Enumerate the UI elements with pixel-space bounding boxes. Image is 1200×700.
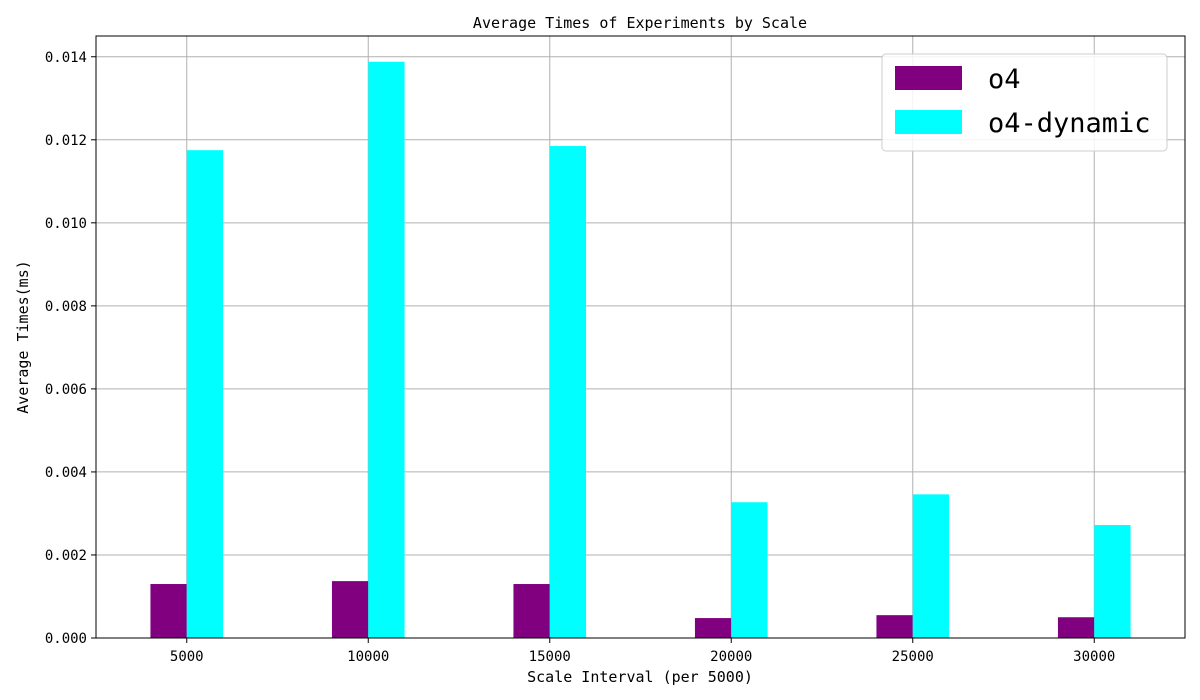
y-tick-label: 0.012 [45,133,87,149]
bar-o4-dynamic-10000 [368,61,405,639]
bar-o4-dynamic-15000 [549,146,587,638]
legend-swatch-o4 [895,66,962,90]
x-axis-label: Scale Interval (per 5000) [527,668,753,686]
bar-o4-30000 [1057,617,1095,638]
x-tick-label: 30000 [1073,649,1115,665]
legend-label-o4: o4 [988,64,1021,95]
y-tick-label: 0.000 [45,631,87,647]
bar-o4-5000 [150,584,187,638]
bar-o4-dynamic-20000 [731,502,768,638]
x-tick-label: 15000 [529,649,571,665]
legend: o4 o4-dynamic [881,53,1168,152]
y-tick-label: 0.002 [45,548,87,564]
y-tick-label: 0.006 [45,382,87,398]
x-tick-label: 10000 [347,649,389,665]
y-tick-label: 0.004 [45,465,87,481]
y-axis-ticks: 0.000 0.002 0.004 0.006 0.008 0.010 0.012 0.014 [45,50,96,647]
x-axis-ticks: 5000 10000 15000 20000 25000 30000 [170,638,1115,665]
y-tick-label: 0.008 [45,299,87,315]
bar-o4-dynamic-25000 [912,494,950,638]
bar-o4-10000 [331,581,369,638]
legend-swatch-o4-dynamic [895,110,962,134]
plot-frame [95,35,1186,639]
x-tick-label: 5000 [170,649,204,665]
bar-o4-20000 [694,618,732,638]
y-tick-label: 0.014 [45,50,87,66]
y-axis-label: Average Times(ms) [14,260,32,414]
x-tick-label: 20000 [710,649,752,665]
y-tick-label: 0.010 [45,216,87,232]
bar-o4-dynamic-30000 [1094,525,1131,638]
bars [150,61,1131,639]
bar-o4-15000 [513,584,550,638]
bar-o4-dynamic-5000 [186,150,224,638]
x-tick-label: 25000 [892,649,934,665]
bar-o4-25000 [876,615,913,638]
chart-title: Average Times of Experiments by Scale [473,14,807,32]
legend-label-o4-dynamic: o4-dynamic [988,108,1151,139]
